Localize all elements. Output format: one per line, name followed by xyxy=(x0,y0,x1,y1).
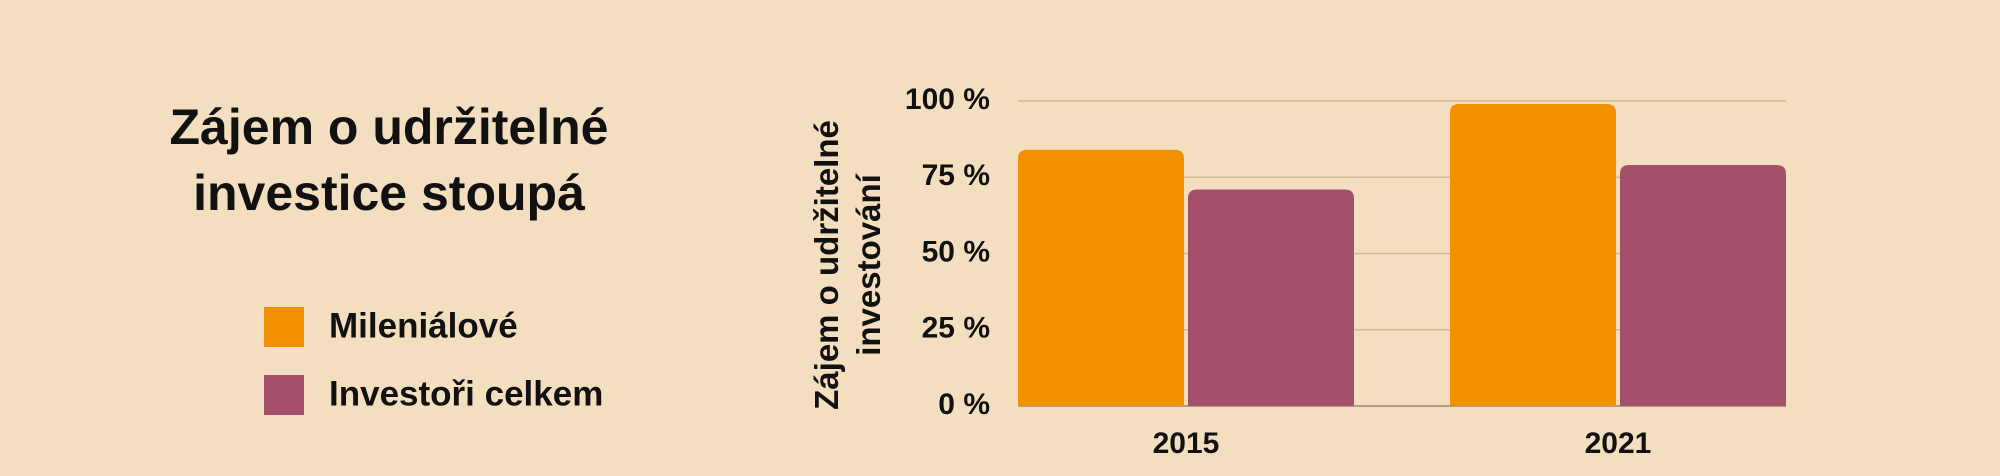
bar xyxy=(1018,149,1184,407)
legend-swatch xyxy=(264,307,304,347)
chart-title: Zájem o udržitelné investice stoupá xyxy=(170,99,609,221)
y-tick-label: 50 % xyxy=(922,235,990,268)
legend-label: Investoři celkem xyxy=(329,374,603,413)
legend-label: Mileniálové xyxy=(329,306,518,345)
bar xyxy=(1450,104,1616,407)
legend-swatch xyxy=(264,375,304,415)
bar xyxy=(1188,189,1354,406)
y-tick-label: 100 % xyxy=(905,83,990,116)
y-tick-label: 0 % xyxy=(938,388,990,421)
x-tick-label: 2021 xyxy=(1585,427,1652,460)
y-tick-label: 25 % xyxy=(922,312,990,345)
x-tick-label: 2015 xyxy=(1153,427,1220,460)
y-tick-label: 75 % xyxy=(922,159,990,192)
y-axis-label: Zájem o udržitelné investování xyxy=(808,120,887,410)
bar xyxy=(1620,165,1786,406)
